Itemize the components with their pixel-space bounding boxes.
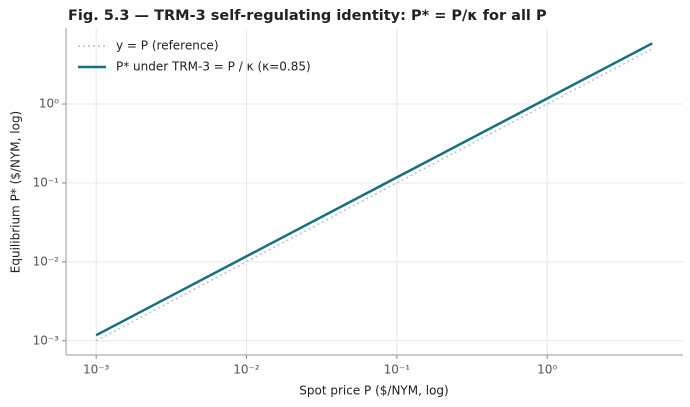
x-tick-label: 10⁻³ (83, 363, 110, 377)
legend-label: y = P (reference) (116, 39, 219, 53)
x-tick-label: 10⁰ (537, 363, 557, 377)
y-tick-label: 10⁰ (39, 97, 59, 111)
y-tick-label: 10⁻¹ (33, 175, 60, 189)
y-tick-label: 10⁻³ (33, 333, 60, 347)
series-line (95, 48, 653, 342)
legend-label: P* under TRM-3 = P / κ (κ=0.85) (116, 60, 311, 74)
y-tick-label: 10⁻² (33, 254, 60, 268)
x-axis-label: Spot price P ($/NYM, log) (299, 384, 448, 398)
x-tick-label: 10⁻² (233, 363, 260, 377)
x-tick-label: 10⁻¹ (384, 363, 411, 377)
series-line (95, 42, 653, 337)
y-axis-label: Equilibrium P* ($/NYM, log) (9, 111, 23, 273)
chart-title: Fig. 5.3 — TRM-3 self-regulating identit… (68, 8, 547, 24)
